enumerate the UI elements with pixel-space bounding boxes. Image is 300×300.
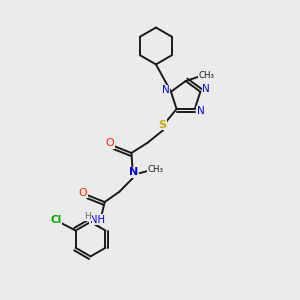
Text: O: O (79, 188, 87, 197)
Text: O: O (105, 139, 114, 148)
Text: N: N (202, 84, 210, 94)
Text: N: N (162, 85, 170, 95)
Text: Cl: Cl (50, 214, 62, 224)
Text: CH₃: CH₃ (199, 71, 214, 80)
Text: NH: NH (90, 215, 105, 225)
Text: N: N (129, 167, 138, 177)
Text: N: N (197, 106, 205, 116)
Text: H: H (84, 212, 91, 220)
Text: S: S (159, 120, 167, 130)
Text: CH₃: CH₃ (147, 164, 163, 173)
